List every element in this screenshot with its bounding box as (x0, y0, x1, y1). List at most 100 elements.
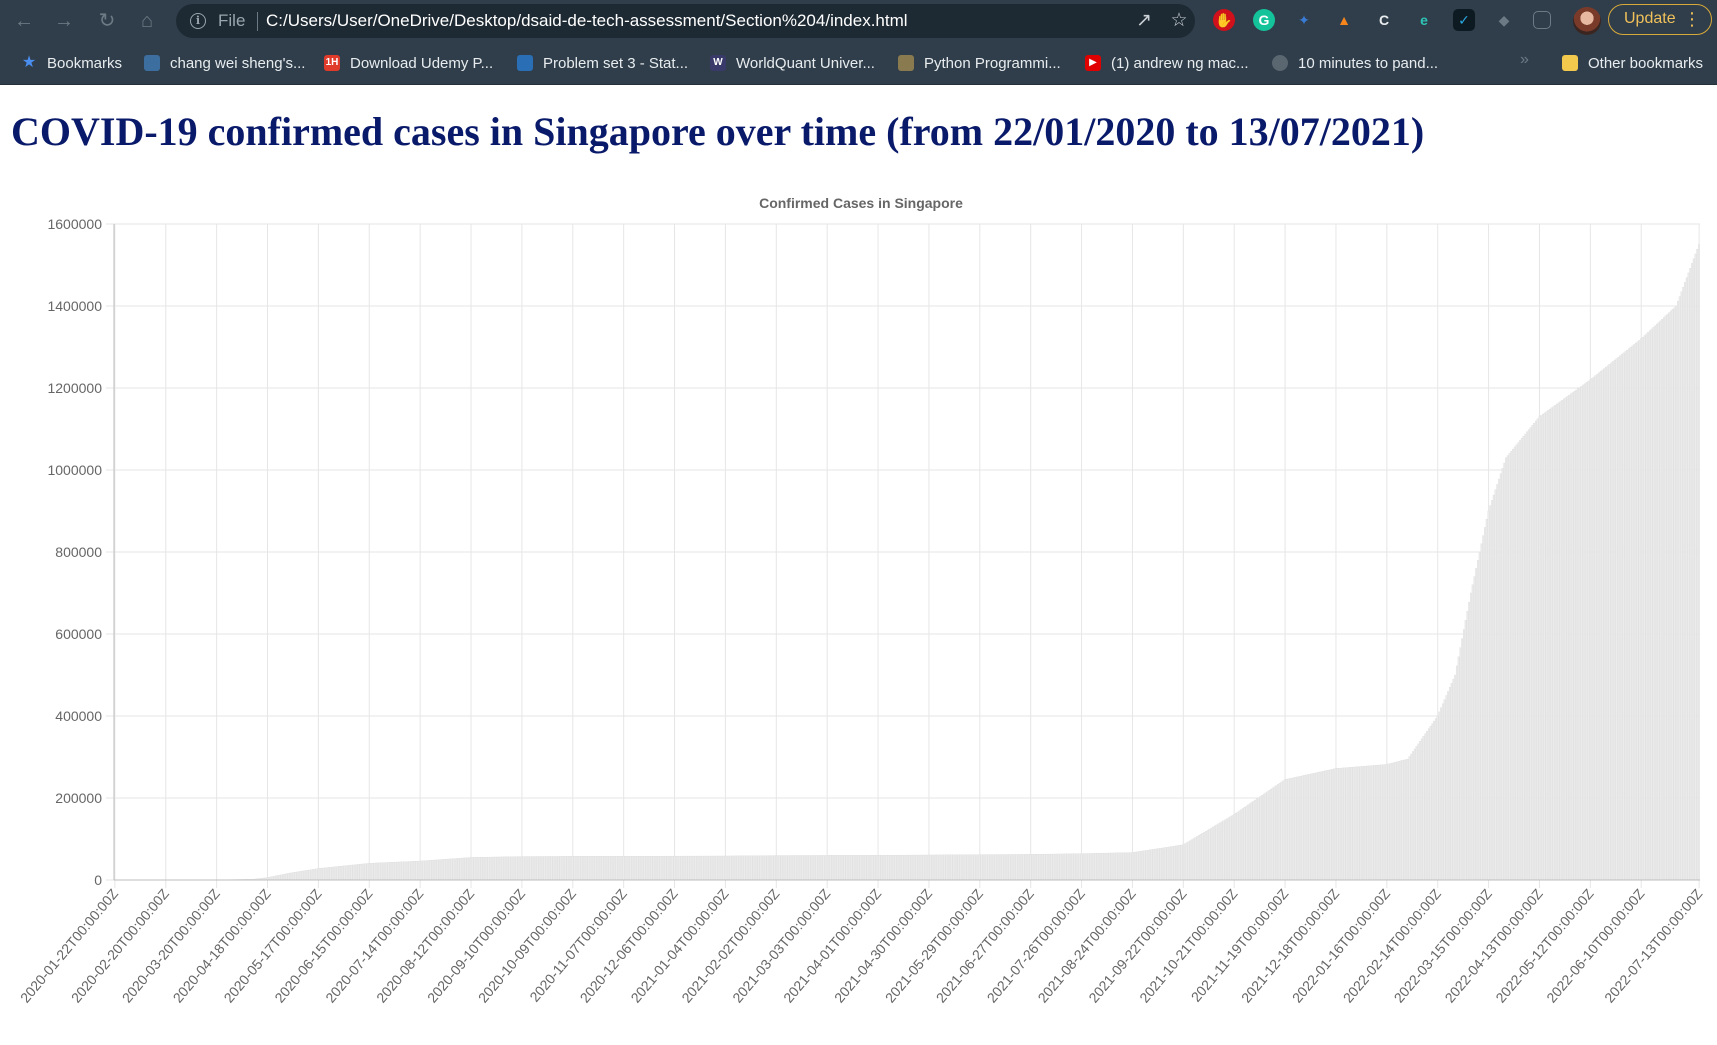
other-bookmarks[interactable]: Other bookmarks (1562, 51, 1703, 75)
data-bar (973, 854, 976, 881)
data-bar (1245, 805, 1248, 881)
adblock-extension-icon[interactable]: ✋ (1213, 9, 1235, 31)
data-bar (799, 855, 802, 881)
bookmark-item-udemy[interactable]: 1H Download Udemy P... (324, 51, 493, 75)
puzzle-blue-extension-icon[interactable]: ✦ (1298, 12, 1310, 28)
data-bar (1036, 854, 1039, 881)
share-icon[interactable]: ↗ (1136, 10, 1152, 31)
data-bar (1384, 764, 1386, 881)
address-bar[interactable]: i File C:/Users/User/OneDrive/Desktop/ds… (176, 4, 1195, 38)
data-bar (429, 860, 432, 881)
grammarly-extension-icon[interactable]: G (1253, 9, 1275, 31)
data-bar (436, 859, 439, 881)
data-bar (426, 860, 428, 881)
data-bar (1624, 351, 1627, 881)
data-bar (1013, 854, 1016, 881)
data-bar (580, 856, 583, 881)
x-tick-label: 2021-12-18T00:00:00Z (1238, 885, 1343, 1005)
extensions-puzzle-icon[interactable]: ◆ (1498, 12, 1510, 28)
data-bar (1633, 344, 1635, 881)
bookmark-item-worldquant[interactable]: W WorldQuant Univer... (710, 51, 875, 75)
data-bar (661, 855, 663, 881)
data-bar (1596, 373, 1599, 881)
worldquant-logo-icon: W (710, 55, 726, 71)
data-bar (1034, 854, 1037, 881)
x-tick-label: 2021-08-24T00:00:00Z (1034, 885, 1139, 1005)
data-bar (1127, 852, 1130, 881)
bookmark-item-problem-set[interactable]: Problem set 3 - Stat... (517, 51, 688, 75)
data-bar (1475, 568, 1478, 881)
data-bar (394, 861, 397, 881)
data-bar (1270, 789, 1272, 881)
data-bar (1692, 258, 1695, 881)
data-bar (292, 872, 295, 881)
data-bar (1482, 535, 1485, 881)
x-tick-label: 2020-01-22T00:00:00Z (17, 885, 122, 1005)
metamask-fox-icon[interactable]: ▲ (1337, 12, 1351, 28)
url-text[interactable]: C:/Users/User/OneDrive/Desktop/dsaid-de-… (266, 11, 908, 30)
data-bar (1326, 770, 1328, 881)
data-bar (682, 855, 685, 881)
data-bar (1515, 444, 1518, 881)
bookmark-item-python[interactable]: Python Programmi... (898, 51, 1061, 75)
data-bar (1698, 244, 1700, 881)
data-bar (798, 855, 800, 881)
data-bar (1164, 847, 1167, 881)
forward-arrow-icon[interactable]: → (54, 10, 74, 32)
home-icon[interactable]: ⌂ (140, 10, 154, 32)
data-bar (450, 858, 453, 881)
data-bar (933, 854, 935, 881)
data-bar (1191, 839, 1193, 881)
data-bar (1564, 397, 1567, 881)
back-arrow-icon[interactable]: ← (14, 10, 34, 32)
data-bar (1059, 853, 1062, 881)
menu-dots-icon[interactable]: ⋮ (1683, 9, 1701, 29)
data-bar (1631, 345, 1634, 881)
info-icon[interactable]: i (190, 13, 206, 29)
data-bar (922, 854, 925, 881)
data-bar (1557, 402, 1560, 881)
bookmark-item-bookmarks[interactable]: ★ Bookmarks (21, 51, 122, 75)
profile-avatar[interactable] (1573, 7, 1601, 35)
pen-extension-icon[interactable]: ✓ (1453, 9, 1475, 31)
data-bar (634, 856, 637, 881)
data-bar (1213, 825, 1216, 881)
bookmark-item-andrew-ng[interactable]: ▶ (1) andrew ng mac... (1085, 51, 1249, 75)
bookmark-item-pandas[interactable]: 10 minutes to pand... (1272, 51, 1438, 75)
bookmark-star-icon[interactable]: ☆ (1170, 10, 1188, 31)
data-bar (1271, 787, 1274, 881)
side-panel-icon[interactable] (1533, 11, 1551, 29)
data-bar (427, 860, 430, 881)
c-extension-icon[interactable]: C (1378, 12, 1390, 28)
data-bar (1247, 804, 1249, 881)
data-bar (559, 856, 562, 881)
data-bar (1434, 718, 1437, 881)
update-button[interactable]: Update ⋮ (1608, 4, 1712, 35)
data-bar (1552, 406, 1555, 881)
edge-extension-icon[interactable]: e (1420, 12, 1428, 28)
data-bar (1612, 361, 1614, 881)
data-bar (999, 854, 1002, 881)
data-bar (599, 856, 602, 881)
data-bar (473, 857, 476, 881)
data-bar (927, 854, 930, 881)
chevron-right-icon[interactable]: » (1520, 51, 1529, 68)
data-bar (1184, 843, 1186, 881)
data-bar (362, 863, 365, 881)
data-bar (1387, 763, 1390, 881)
data-bar (1368, 765, 1371, 881)
reload-icon[interactable]: ↻ (98, 10, 116, 32)
data-bar (354, 864, 356, 881)
data-bar (1322, 771, 1325, 881)
data-bar (505, 856, 507, 881)
data-bar (571, 856, 574, 881)
data-bar (415, 861, 418, 881)
globe-icon (1272, 55, 1288, 71)
data-bar (531, 856, 534, 881)
other-bookmarks-label: Other bookmarks (1588, 54, 1704, 72)
data-bar (1115, 852, 1118, 881)
data-bar (564, 856, 567, 881)
data-bar (1689, 267, 1692, 881)
data-bar (1512, 448, 1514, 881)
bookmark-item-chang[interactable]: chang wei sheng's... (144, 51, 305, 75)
